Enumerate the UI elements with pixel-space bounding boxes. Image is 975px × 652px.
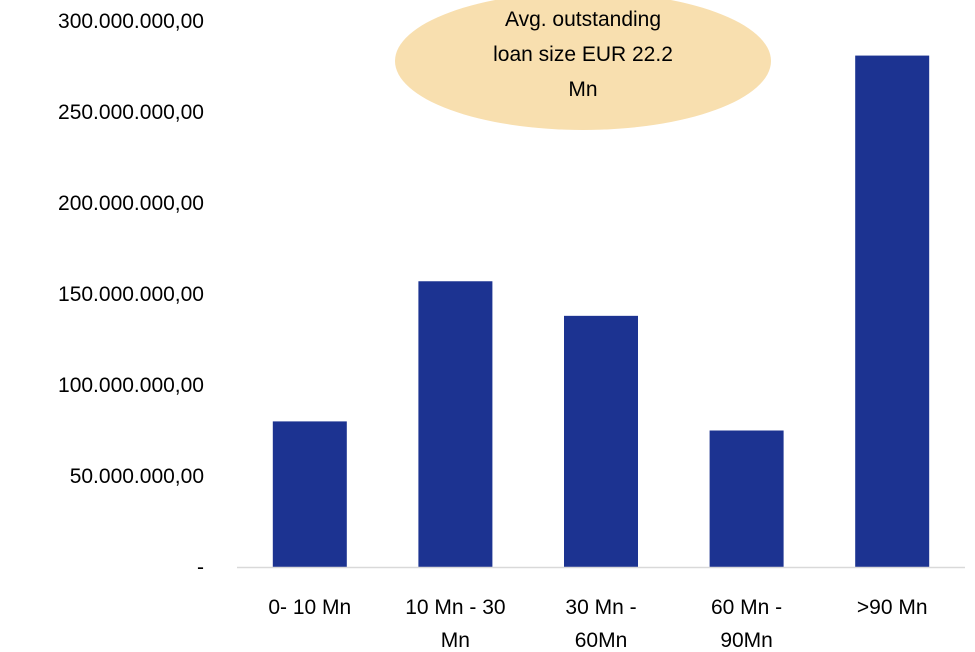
avg-loan-size-annotation: Avg. outstanding loan size EUR 22.2 Mn (395, 0, 771, 130)
y-tick-label: 300.000.000,00 (58, 10, 204, 33)
x-tick-label: 10 Mn - 30 Mn (405, 596, 505, 652)
x-tick-label: 0- 10 Mn (268, 596, 351, 619)
annotation-text: Avg. outstanding loan size EUR 22.2 Mn (493, 8, 673, 101)
bar (855, 55, 930, 568)
x-tick-label: 30 Mn -60Mn (565, 596, 636, 652)
annotation-bubble (395, 0, 771, 130)
y-tick-label: 100.000.000,00 (58, 374, 204, 397)
y-tick-label: 200.000.000,00 (58, 192, 204, 215)
y-tick-label: 150.000.000,00 (58, 283, 204, 306)
bar (564, 315, 638, 567)
y-axis: - 50.000.000,00 100.000.000,00 150.000.000,… (58, 10, 204, 579)
bar (272, 421, 347, 567)
x-tick-label: 60 Mn -90Mn (711, 596, 782, 652)
bar (418, 281, 493, 567)
bar (709, 430, 784, 567)
bars (272, 55, 930, 568)
y-tick-label: - (197, 556, 204, 579)
y-tick-label: 50.000.000,00 (70, 465, 204, 488)
y-tick-label: 250.000.000,00 (58, 101, 204, 124)
x-tick-label: >90 Mn (857, 596, 928, 619)
x-axis: 0- 10 Mn 10 Mn - 30 Mn 30 Mn -60Mn 60 Mn -90… (268, 596, 927, 652)
